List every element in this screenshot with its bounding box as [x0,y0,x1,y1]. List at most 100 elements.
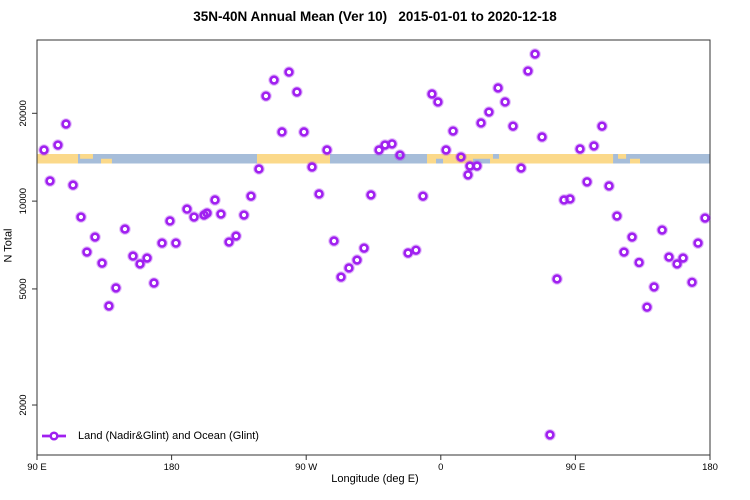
data-point-halo [60,118,72,130]
y-tick-label: 5000 [18,278,29,299]
data-point-halo [148,277,160,289]
data-point [224,237,234,247]
data-point-halo [522,65,534,77]
map-band-patch [492,154,499,159]
data-point [165,216,175,226]
data-point-halo [499,96,511,108]
data-point-halo [230,230,242,242]
map-band-patch [101,158,112,164]
data-point-halo [52,139,64,151]
data-point [68,180,78,190]
data-point [589,141,599,151]
data-point [39,145,49,155]
data-point [149,278,159,288]
data-point-halo [67,179,79,191]
data-point-halo [335,271,347,283]
data-point [97,258,107,268]
data-point-halo [626,231,638,243]
data-point-halo [81,246,93,258]
data-point [456,152,466,162]
data-point-halo [394,149,406,161]
data-point [366,190,376,200]
data-point [104,301,114,311]
data-point [484,107,494,117]
map-band-patch [629,158,641,164]
data-point [575,144,585,154]
data-point [90,232,100,242]
data-point [476,118,486,128]
data-point [254,164,264,174]
data-point-halo [603,180,615,192]
data-point-halo [432,96,444,108]
x-tick-label: 180 [164,462,180,473]
data-point-halo [253,163,265,175]
data-point [261,91,271,101]
data-point [284,67,294,77]
data-point-halo [671,258,683,270]
data-point [472,161,482,171]
data-point [508,121,518,131]
data-point-halo [268,74,280,86]
data-point-halo [306,161,318,173]
data-point-halo [440,144,452,156]
map-band-land [427,154,614,164]
data-point [82,247,92,257]
data-point-halo [313,188,325,200]
data-point [246,191,256,201]
data-point-halo [648,281,660,293]
data-point [582,177,592,187]
data-point-halo [44,175,56,187]
data-point-halo [358,242,370,254]
data-point-halo [618,246,630,258]
data-point [678,253,688,263]
data-point-halo [633,256,645,269]
data-point-halo [291,86,303,98]
data-point [231,231,241,241]
y-axis-label: N Total [2,228,15,263]
data-point-halo [410,244,422,256]
data-point [418,191,428,201]
data-point-halo [321,144,333,156]
data-point [120,224,130,234]
data-point-halo [692,237,704,249]
data-point-halo [134,258,146,270]
map-band-land [37,154,78,164]
data-point [545,430,555,440]
data-point-halo [483,106,495,118]
data-point [111,283,121,293]
data-point-halo [641,301,653,313]
map-band-patch [618,154,627,159]
data-point-halo [507,120,519,132]
data-point [299,127,309,137]
data-point-halo [699,212,711,224]
legend-symbol-icon [42,431,66,441]
data-point-halo [298,126,310,138]
data-point [157,238,167,248]
y-tick-label: 2000 [18,394,29,415]
data-point-halo [96,257,108,269]
data-point-halo [351,254,363,266]
data-point [322,145,332,155]
data-point-halo [373,144,385,156]
data-point [61,119,71,129]
plot-border [36,39,711,456]
data-point [627,232,637,242]
data-point [216,209,226,219]
data-point-halo [110,282,122,294]
data-point-halo [536,131,548,143]
data-point [537,132,547,142]
data-point [448,126,458,136]
data-point-halo [588,140,600,152]
data-point-halo [283,66,295,78]
data-point [411,245,421,255]
data-point-halo [464,160,476,172]
data-point [239,210,249,220]
data-point [344,263,354,273]
legend-label: Land (Nadir&Glint) and Ocean (Glint) [78,430,259,442]
data-point [523,66,533,76]
data-point-halo [181,203,193,215]
data-point-halo [103,300,115,312]
data-point-halo [455,151,467,163]
